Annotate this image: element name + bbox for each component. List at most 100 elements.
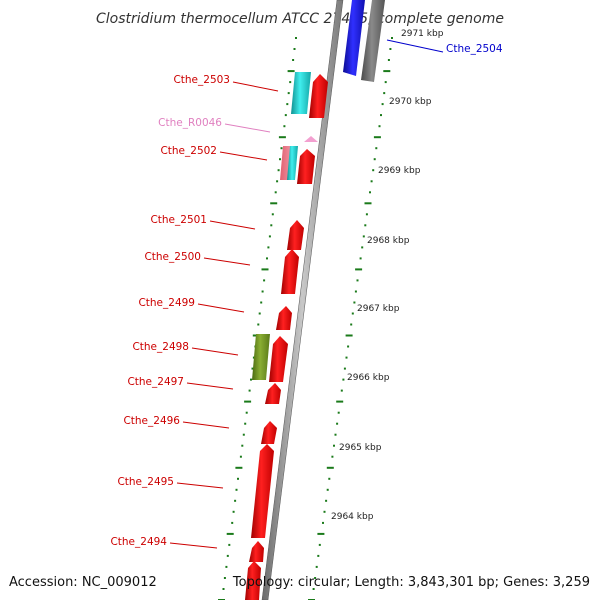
minor-tick [354, 290, 357, 293]
major-tick [270, 202, 278, 205]
gene-cthe-2499-feature[interactable] [276, 306, 292, 330]
minor-tick [295, 37, 297, 39]
minor-tick [345, 356, 348, 359]
major-tick [278, 136, 286, 139]
tick-ring-outer [308, 37, 393, 600]
minor-tick [343, 367, 346, 370]
major-tick [261, 268, 269, 271]
tick-label: 2964 kbp [331, 512, 374, 522]
minor-tick [257, 323, 260, 326]
gene-cthe-2503-feature[interactable] [291, 72, 328, 118]
minor-tick [342, 378, 345, 381]
gene-label-cthe-2497[interactable]: Cthe_2497 [127, 376, 184, 388]
minor-tick [251, 367, 254, 370]
minor-tick [323, 510, 326, 513]
minor-tick [286, 103, 289, 106]
gene-cthe-2498-feature[interactable] [252, 334, 288, 382]
minor-tick [287, 92, 290, 95]
minor-tick [378, 125, 381, 128]
gene-cthe-r0046-feature[interactable] [304, 136, 318, 142]
minor-tick [228, 543, 231, 546]
gene-cthe-2501-feature[interactable] [287, 220, 304, 250]
minor-tick [315, 565, 318, 568]
minor-tick [326, 488, 329, 491]
minor-tick [270, 224, 273, 227]
gene-label-cthe-2499[interactable]: Cthe_2499 [138, 297, 195, 309]
major-tick [383, 70, 391, 73]
minor-tick [225, 565, 228, 568]
gene-cthe-2497-feature[interactable] [265, 383, 281, 404]
minor-tick [347, 345, 350, 348]
gene-cthe-2500-feature[interactable] [281, 249, 299, 294]
gene-arrow-red [309, 74, 328, 118]
minor-tick [325, 499, 328, 502]
gene-label-cthe-2504[interactable]: Cthe_2504 [446, 43, 503, 55]
gene-label-cthe-2502[interactable]: Cthe_2502 [160, 145, 217, 157]
gene-bar-green [252, 334, 270, 380]
gene-label-cthe-2500[interactable]: Cthe_2500 [144, 251, 201, 263]
minor-tick [242, 433, 245, 436]
minor-tick [279, 158, 281, 161]
major-tick [235, 466, 243, 469]
minor-tick [245, 411, 248, 414]
minor-tick [380, 114, 382, 117]
minor-tick [373, 158, 376, 161]
gene-label-cthe-2496[interactable]: Cthe_2496 [123, 415, 180, 427]
leader-line [169, 542, 218, 549]
gene-bar-cyan [291, 72, 311, 114]
minor-tick [223, 577, 226, 579]
minor-tick [232, 510, 235, 513]
gene-label-cthe-2495[interactable]: Cthe_2495 [117, 476, 174, 488]
minor-tick [280, 147, 283, 150]
gene-label-cthe-2498[interactable]: Cthe_2498 [132, 341, 189, 353]
minor-tick [226, 554, 229, 557]
accession-text: Accession: NC_009012 [9, 575, 157, 590]
minor-tick [263, 279, 266, 282]
minor-tick [268, 235, 271, 238]
gene-cthe-2504-feature[interactable] [343, 0, 385, 82]
gene-label-cthe-2494[interactable]: Cthe_2494 [110, 536, 167, 548]
minor-tick [353, 301, 356, 304]
minor-tick [276, 180, 279, 183]
minor-tick [340, 389, 343, 392]
minor-tick [364, 224, 367, 227]
minor-tick [234, 499, 237, 502]
minor-tick [271, 213, 274, 216]
minor-tick [333, 444, 335, 447]
gene-cthe-2502-feature[interactable] [280, 146, 315, 184]
map-title: Clostridium thermocellum ATCC 27405, com… [96, 11, 504, 27]
minor-tick [337, 411, 340, 414]
minor-tick [284, 114, 287, 117]
minor-tick [391, 37, 393, 39]
gene-cthe-2494-feature[interactable] [245, 541, 264, 600]
minor-tick [369, 191, 371, 194]
gene-label-cthe-r0046[interactable]: Cthe_R0046 [158, 117, 222, 129]
tick-label: 2970 kbp [389, 97, 432, 107]
minor-tick [293, 48, 296, 50]
gene-cthe-2496-feature[interactable] [261, 421, 277, 444]
minor-tick [292, 59, 295, 61]
minor-tick [258, 312, 261, 315]
major-tick [345, 334, 353, 337]
minor-tick [312, 588, 315, 590]
minor-tick [362, 235, 365, 238]
minor-tick [322, 521, 324, 524]
leader-line [386, 39, 444, 53]
minor-tick [222, 588, 225, 590]
minor-tick [289, 81, 292, 84]
minor-tick [387, 59, 390, 61]
minor-tick [231, 521, 234, 524]
major-tick [226, 532, 234, 535]
leader-line [191, 347, 239, 356]
major-tick [355, 268, 363, 271]
major-tick [244, 400, 252, 403]
gene-cthe-2495-feature[interactable] [251, 444, 274, 538]
gene-bar-cyan [287, 146, 298, 180]
minor-tick [250, 378, 252, 381]
minor-tick [252, 356, 255, 359]
gene-label-cthe-2501[interactable]: Cthe_2501 [150, 214, 207, 226]
tick-label: 2967 kbp [357, 304, 400, 314]
gene-arrow-blue [343, 0, 365, 76]
minor-tick [235, 488, 238, 491]
gene-label-cthe-2503[interactable]: Cthe_2503 [173, 74, 230, 86]
